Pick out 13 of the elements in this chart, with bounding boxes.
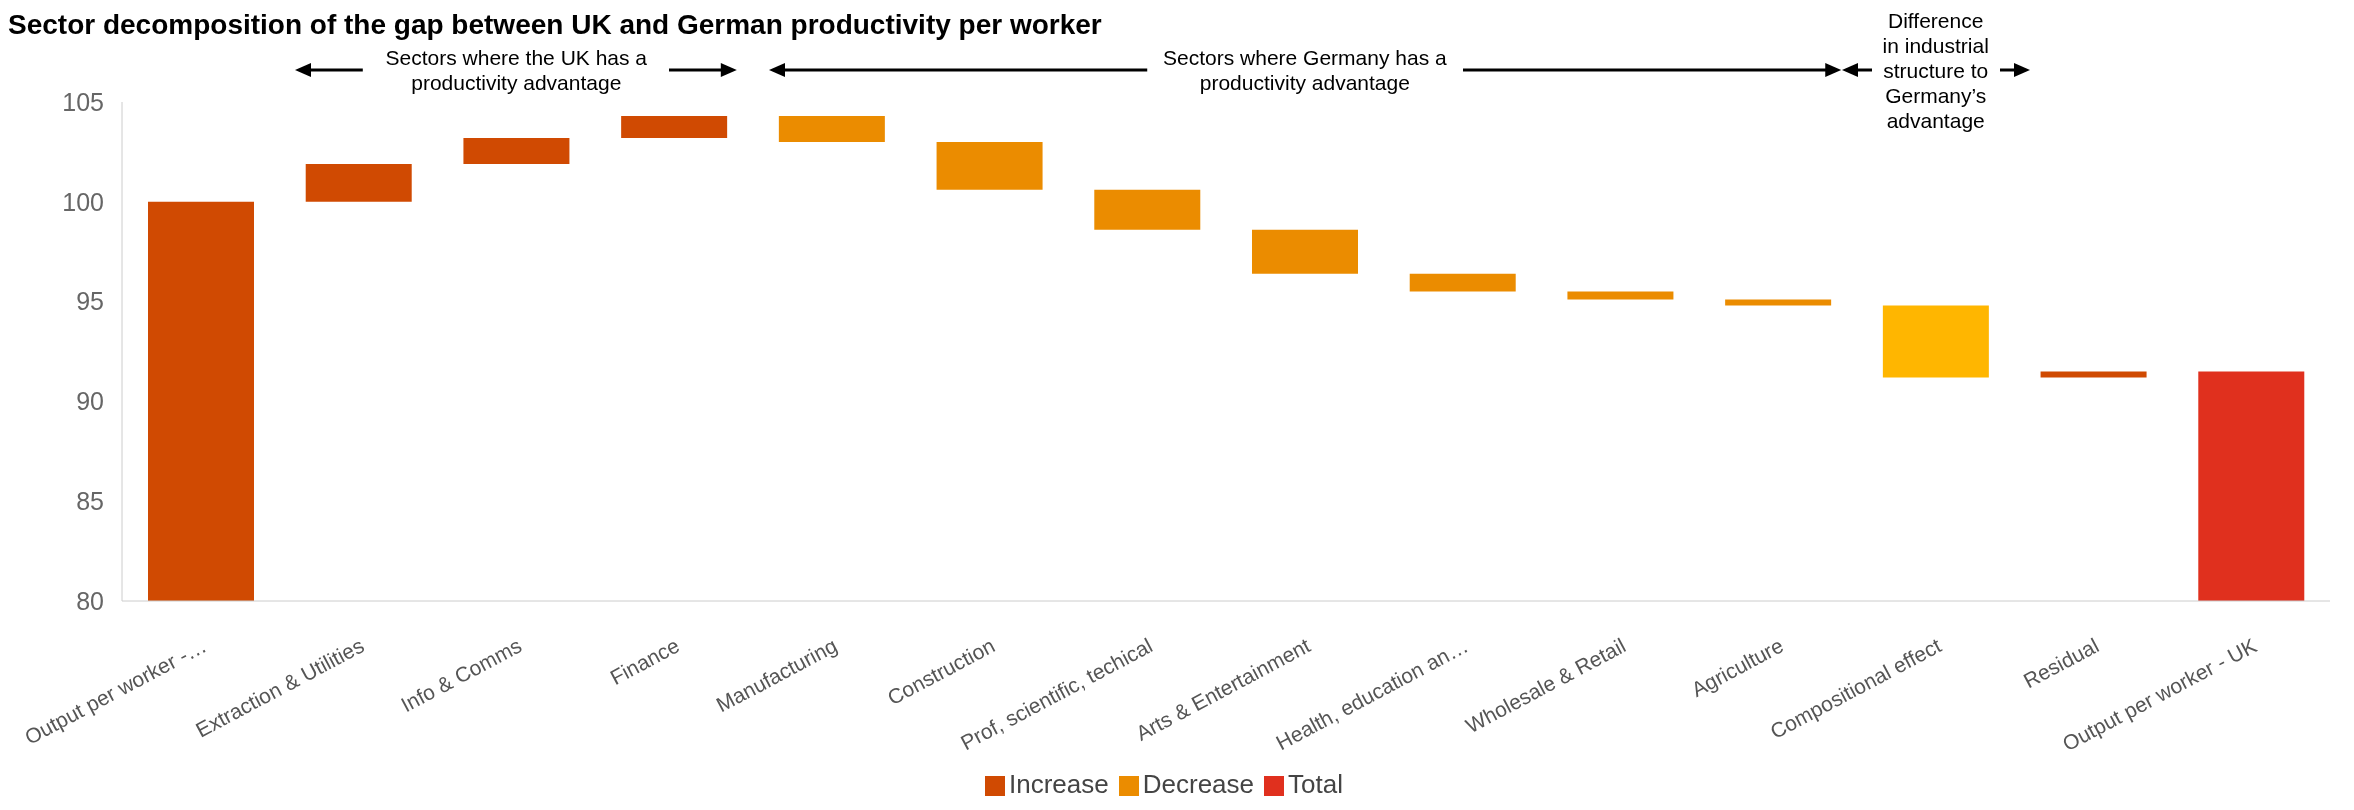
chart-title: Sector decomposition of the gap between UK and German productivity per worker bbox=[8, 8, 1102, 42]
text: Sectors where the UK has a productivity advantage bbox=[384, 45, 648, 95]
legend-label: Decrease bbox=[1142, 769, 1255, 799]
annotation: Difference in industrial structure to Germany’s advantage bbox=[1881, 7, 1990, 133]
legend-label: Total bbox=[1288, 769, 1343, 799]
y-tick-label: 105 bbox=[62, 87, 104, 116]
text: Sectors where Germany has a productivity advantage bbox=[1162, 45, 1448, 95]
y-tick-label: 90 bbox=[76, 387, 104, 416]
legend-label: Increase bbox=[1009, 769, 1109, 799]
y-tick-label: 85 bbox=[76, 487, 104, 516]
y-tick-label: 80 bbox=[76, 586, 104, 615]
y-tick-label: 95 bbox=[76, 287, 104, 316]
y-tick-label: 100 bbox=[62, 187, 104, 216]
